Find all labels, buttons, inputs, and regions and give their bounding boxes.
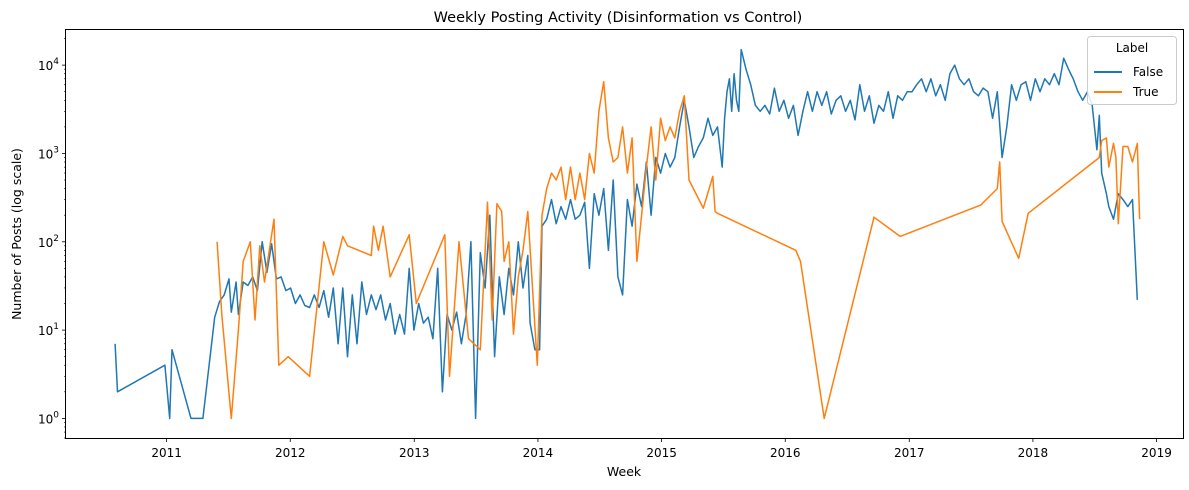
legend: Label False True — [1087, 36, 1177, 105]
x-tick-label: 2018 — [1018, 446, 1049, 460]
y-axis: 100 101 102 103 104 — [38, 38, 66, 439]
y-tick-label: 104 — [38, 57, 59, 73]
x-axis: 2011 2012 2013 2014 2015 2016 2017 2018 2019 — [151, 438, 1172, 460]
x-tick-label: 2011 — [151, 446, 182, 460]
y-axis-label: Number of Posts (log scale) — [9, 148, 24, 320]
x-tick-label: 2015 — [646, 446, 677, 460]
legend-box — [1087, 36, 1177, 105]
chart-title: Weekly Posting Activity (Disinformation … — [434, 10, 803, 26]
series-line-true — [216, 80, 1141, 420]
x-axis-label: Week — [607, 464, 642, 479]
x-tick-label: 2016 — [770, 446, 801, 460]
y-tick-label: 101 — [38, 322, 59, 338]
x-tick-label: 2019 — [1141, 446, 1172, 460]
x-tick-label: 2017 — [894, 446, 925, 460]
y-tick-label: 102 — [38, 234, 59, 250]
y-tick-label: 103 — [38, 145, 59, 161]
x-tick-label: 2012 — [275, 446, 306, 460]
legend-title: Label — [1116, 41, 1148, 55]
y-tick-label: 100 — [38, 410, 59, 426]
series-line-false — [114, 48, 1139, 420]
plot-area — [114, 48, 1141, 420]
legend-label-true: True — [1132, 85, 1159, 99]
plot-frame — [65, 29, 1184, 439]
x-tick-label: 2014 — [523, 446, 554, 460]
x-tick-label: 2013 — [399, 446, 430, 460]
legend-label-false: False — [1133, 65, 1163, 79]
